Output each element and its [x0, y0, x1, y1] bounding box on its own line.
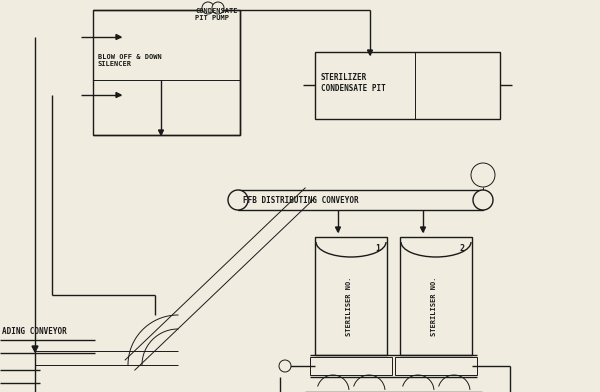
Polygon shape	[158, 130, 163, 135]
Bar	[400, 237, 472, 355]
Bar	[315, 52, 500, 119]
Text: STERILISER NO.: STERILISER NO.	[431, 276, 437, 336]
Text: STERILISER NO.: STERILISER NO.	[346, 276, 352, 336]
Circle shape	[212, 2, 224, 14]
Circle shape	[202, 2, 214, 14]
Polygon shape	[116, 34, 121, 40]
Bar	[238, 190, 483, 210]
Text: 2: 2	[460, 244, 465, 253]
Text: CONDENSATE
PIT PUMP: CONDENSATE PIT PUMP	[195, 8, 238, 21]
Polygon shape	[421, 227, 425, 232]
Circle shape	[471, 163, 495, 187]
Text: 1: 1	[375, 244, 380, 253]
Circle shape	[279, 360, 291, 372]
Text: ADING CONVEYOR: ADING CONVEYOR	[2, 327, 67, 336]
Polygon shape	[335, 227, 341, 232]
Polygon shape	[116, 93, 121, 98]
Polygon shape	[32, 346, 38, 352]
Bar	[93, 10, 240, 135]
Circle shape	[473, 190, 493, 210]
Bar	[310, 357, 392, 375]
Polygon shape	[367, 50, 373, 55]
Bar	[315, 237, 387, 355]
Text: BLOW OFF & DOWN
SILENCER: BLOW OFF & DOWN SILENCER	[98, 53, 162, 67]
Text: FFB DISTRIBUTING CONVEYOR: FFB DISTRIBUTING CONVEYOR	[243, 196, 359, 205]
Text: STERILIZER
CONDENSATE PIT: STERILIZER CONDENSATE PIT	[321, 73, 386, 93]
Bar	[395, 357, 477, 375]
Circle shape	[228, 190, 248, 210]
